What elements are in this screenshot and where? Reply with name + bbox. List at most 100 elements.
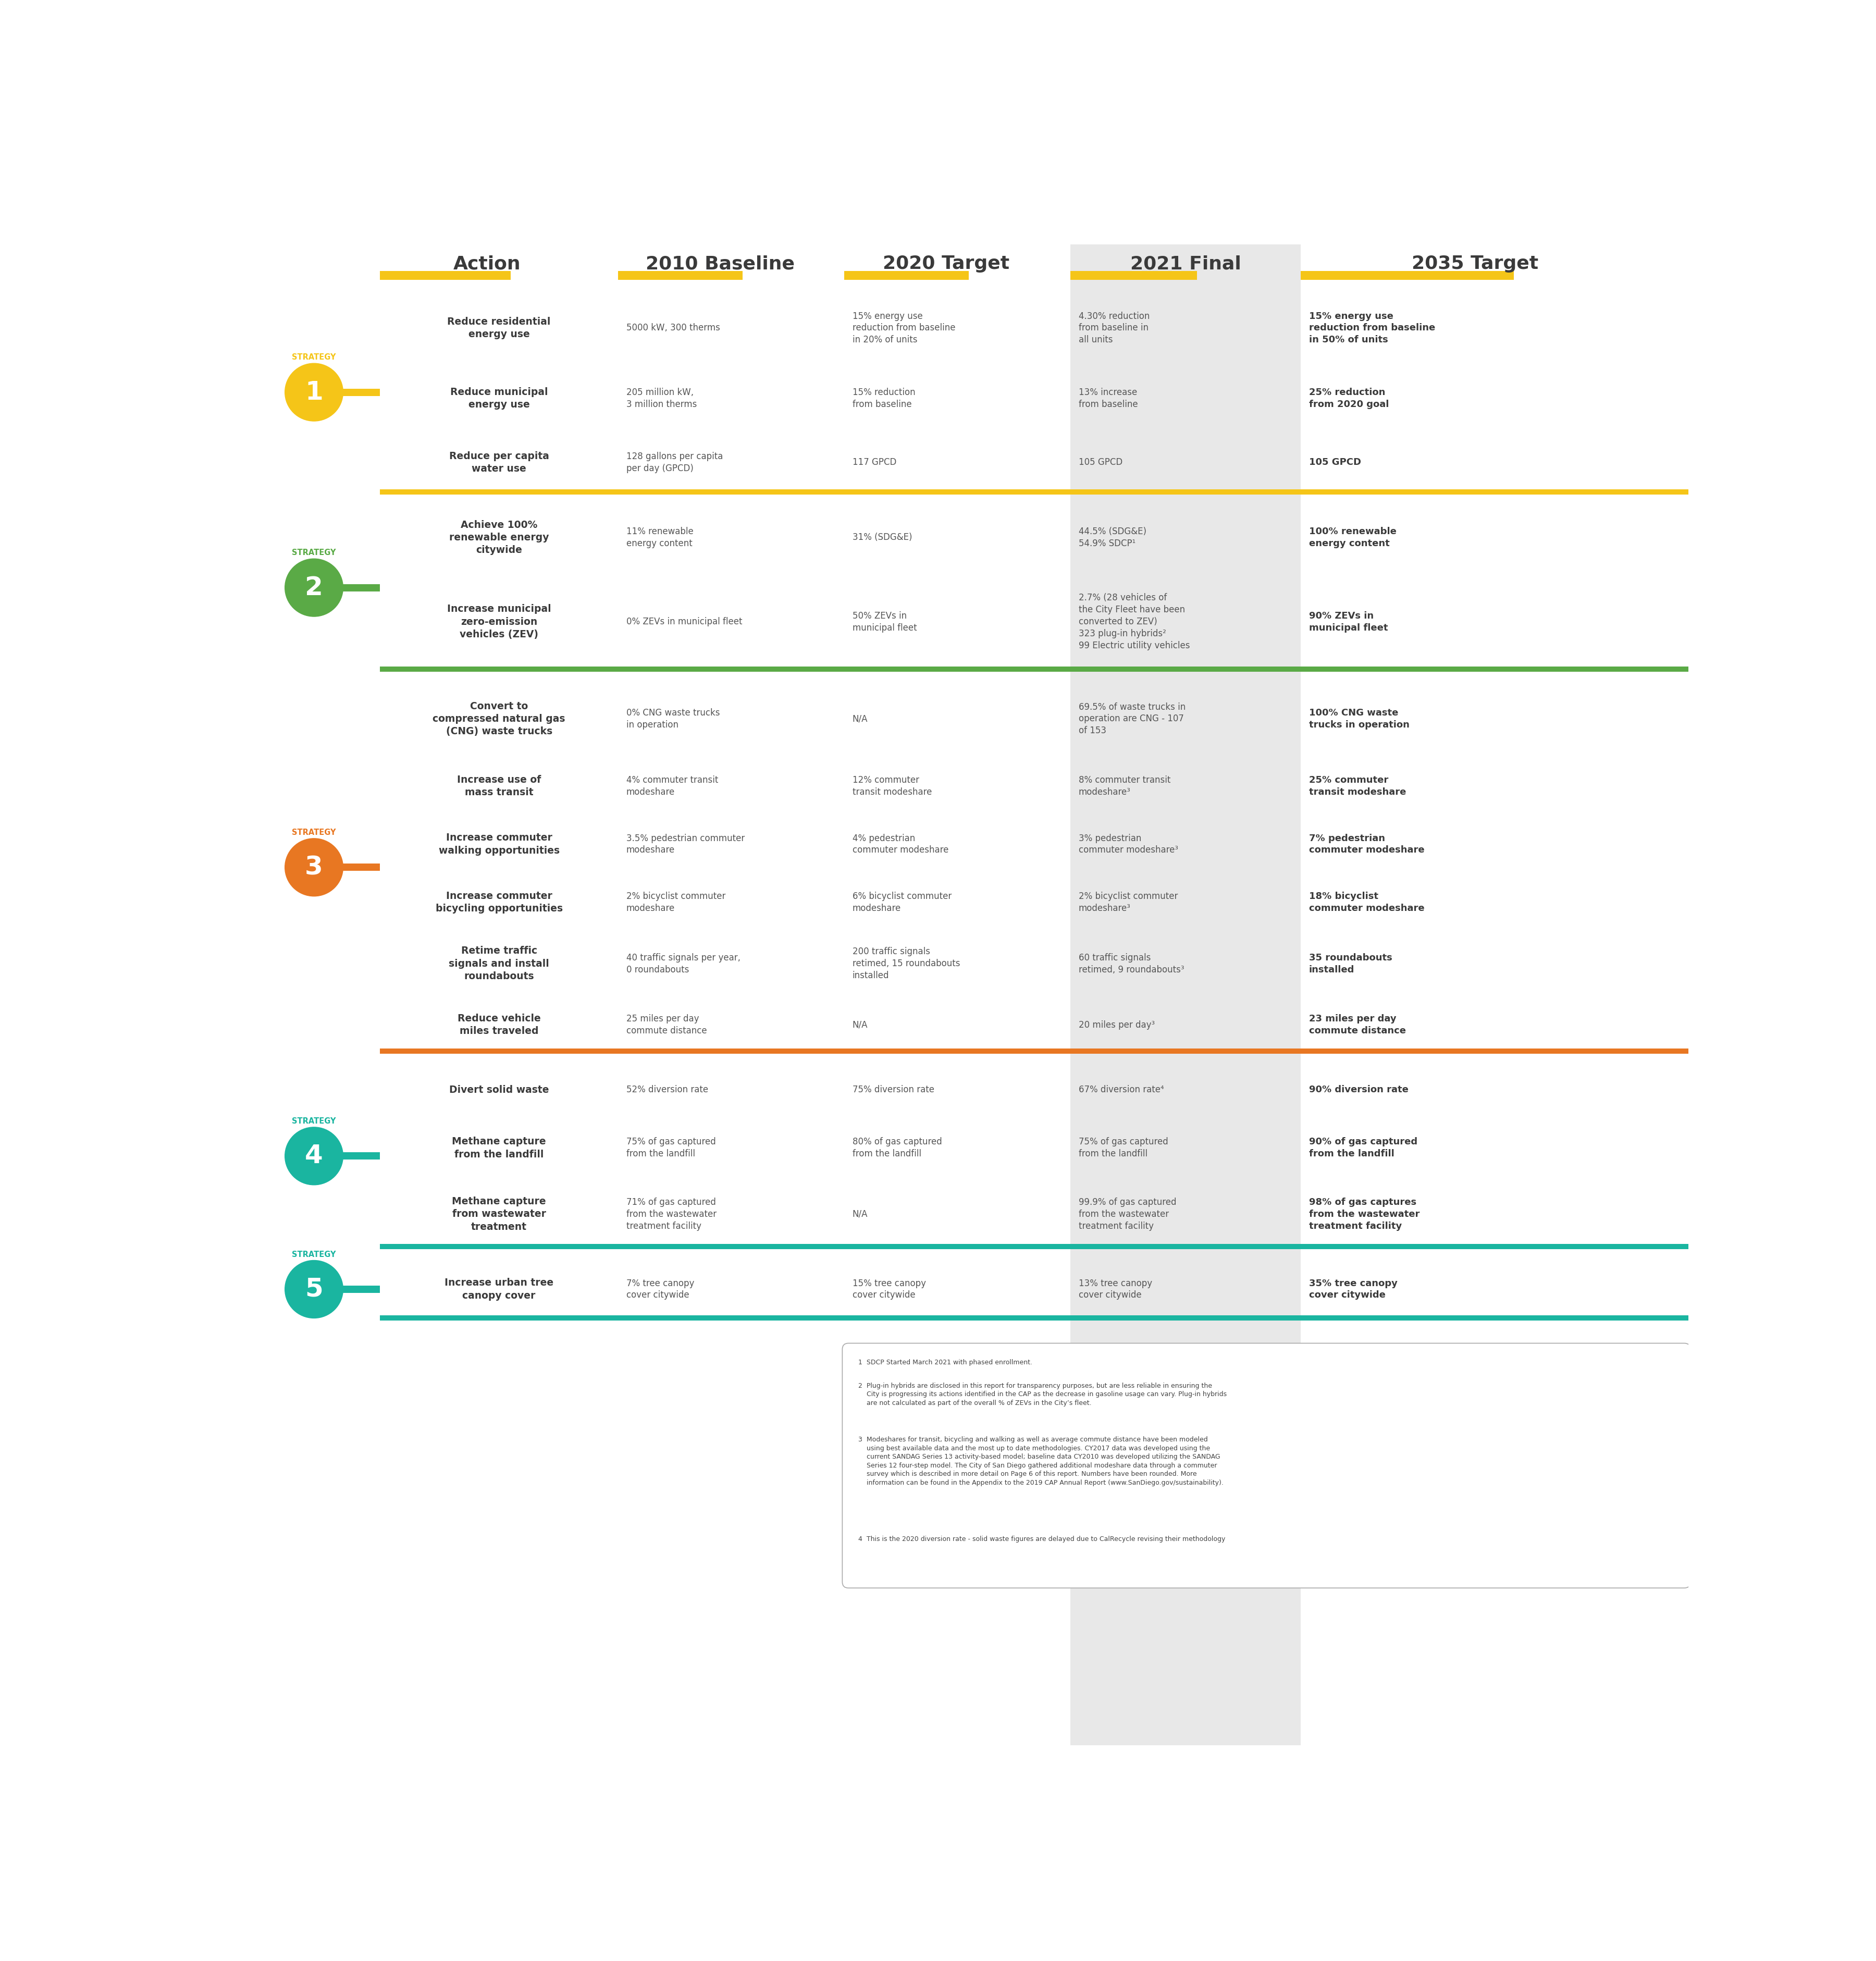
Text: 105 GPCD: 105 GPCD [1309,457,1360,467]
Text: 25% reduction
from 2020 goal: 25% reduction from 2020 goal [1309,388,1388,410]
Text: 75% of gas captured
from the landfill: 75% of gas captured from the landfill [627,1137,717,1159]
Text: 2035 Target: 2035 Target [1413,255,1538,273]
Text: STRATEGY: STRATEGY [293,1118,336,1126]
Text: 80% of gas captured
from the landfill: 80% of gas captured from the landfill [852,1137,942,1159]
Text: Achieve 100%
renewable energy
citywide: Achieve 100% renewable energy citywide [448,520,550,555]
Text: 44.5% (SDG&E)
54.9% SDCP¹: 44.5% (SDG&E) 54.9% SDCP¹ [1079,528,1146,549]
Text: 40 traffic signals per year,
0 roundabouts: 40 traffic signals per year, 0 roundabou… [627,953,741,975]
Text: 67% diversion rate⁴: 67% diversion rate⁴ [1079,1084,1163,1094]
Bar [379,1049,1688,1053]
Text: 11% renewable
energy content: 11% renewable energy content [627,528,694,549]
Text: 71% of gas captured
from the wastewater
treatment facility: 71% of gas captured from the wastewater … [627,1198,717,1232]
Text: 60 traffic signals
retimed, 9 roundabouts³: 60 traffic signals retimed, 9 roundabout… [1079,953,1184,975]
Text: 13% tree canopy
cover citywide: 13% tree canopy cover citywide [1079,1279,1152,1300]
Text: 15% energy use
reduction from baseline
in 20% of units: 15% energy use reduction from baseline i… [852,312,955,345]
Text: 3  Modeshares for transit, bicycling and walking as well as average commute dist: 3 Modeshares for transit, bicycling and … [859,1435,1223,1486]
Text: 99.9% of gas captured
from the wastewater
treatment facility: 99.9% of gas captured from the wastewate… [1079,1198,1176,1232]
Bar [343,584,379,592]
Circle shape [285,1261,343,1318]
Text: STRATEGY: STRATEGY [293,830,336,837]
Text: Methane capture
from wastewater
treatment: Methane capture from wastewater treatmen… [452,1196,546,1232]
Text: 7% tree canopy
cover citywide: 7% tree canopy cover citywide [627,1279,694,1300]
Text: 105 GPCD: 105 GPCD [1079,457,1122,467]
Text: 2021 Final: 2021 Final [1129,255,1242,273]
Text: 69.5% of waste trucks in
operation are CNG - 107
of 153: 69.5% of waste trucks in operation are C… [1079,702,1186,735]
Text: 25% commuter
transit modeshare: 25% commuter transit modeshare [1309,775,1405,796]
Text: 50% ZEVs in
municipal fleet: 50% ZEVs in municipal fleet [852,612,917,631]
Bar [379,271,510,280]
Bar [379,667,1688,673]
Text: 75% of gas captured
from the landfill: 75% of gas captured from the landfill [1079,1137,1169,1159]
Bar [379,490,1688,494]
Text: 2010 Baseline: 2010 Baseline [645,255,794,273]
Text: 15% reduction
from baseline: 15% reduction from baseline [852,388,915,410]
Text: 90% ZEVs in
municipal fleet: 90% ZEVs in municipal fleet [1309,612,1388,631]
Text: Action: Action [454,255,522,273]
Text: 4% pedestrian
commuter modeshare: 4% pedestrian commuter modeshare [852,833,949,855]
Text: 3.5% pedestrian commuter
modeshare: 3.5% pedestrian commuter modeshare [627,833,745,855]
Text: 4% commuter transit
modeshare: 4% commuter transit modeshare [627,775,719,796]
Bar [343,388,379,396]
Text: 12% commuter
transit modeshare: 12% commuter transit modeshare [852,775,932,796]
Text: 100% CNG waste
trucks in operation: 100% CNG waste trucks in operation [1309,708,1409,729]
Text: Increase use of
mass transit: Increase use of mass transit [458,775,540,798]
Text: N/A: N/A [852,1210,869,1220]
FancyBboxPatch shape [842,1343,1690,1588]
Text: 205 million kW,
3 million therms: 205 million kW, 3 million therms [627,388,696,410]
Text: 3% pedestrian
commuter modeshare³: 3% pedestrian commuter modeshare³ [1079,833,1178,855]
Bar [343,863,379,871]
Text: Reduce per capita
water use: Reduce per capita water use [448,451,550,475]
Text: 1  SDCP Started March 2021 with phased enrollment.: 1 SDCP Started March 2021 with phased en… [859,1359,1032,1367]
Text: 1: 1 [306,380,323,404]
Text: 4  This is the 2020 diversion rate - solid waste figures are delayed due to CalR: 4 This is the 2020 diversion rate - soli… [859,1535,1225,1543]
Text: Increase commuter
bicycling opportunities: Increase commuter bicycling opportunitie… [435,890,563,914]
Text: STRATEGY: STRATEGY [293,549,336,557]
Text: 20 miles per day³: 20 miles per day³ [1079,1020,1156,1030]
Text: STRATEGY: STRATEGY [293,1251,336,1259]
Text: Convert to
compressed natural gas
(CNG) waste trucks: Convert to compressed natural gas (CNG) … [433,702,565,737]
Text: 35% tree canopy
cover citywide: 35% tree canopy cover citywide [1309,1279,1398,1300]
Text: 128 gallons per capita
per day (GPCD): 128 gallons per capita per day (GPCD) [627,451,722,473]
Text: N/A: N/A [852,714,869,724]
Text: 117 GPCD: 117 GPCD [852,457,897,467]
Text: 2.7% (28 vehicles of
the City Fleet have been
converted to ZEV)
323 plug-in hybr: 2.7% (28 vehicles of the City Fleet have… [1079,592,1189,651]
Text: 100% renewable
energy content: 100% renewable energy content [1309,528,1396,549]
Text: Reduce residential
energy use: Reduce residential energy use [446,318,552,339]
Bar [1300,271,1514,280]
Text: 0% CNG waste trucks
in operation: 0% CNG waste trucks in operation [627,708,720,729]
Text: 13% increase
from baseline: 13% increase from baseline [1079,388,1137,410]
Text: 90% of gas captured
from the landfill: 90% of gas captured from the landfill [1309,1137,1416,1159]
Text: 2  Plug-in hybrids are disclosed in this report for transparency purposes, but a: 2 Plug-in hybrids are disclosed in this … [859,1383,1227,1406]
Text: 5000 kW, 300 therms: 5000 kW, 300 therms [627,324,720,333]
Text: 18% bicyclist
commuter modeshare: 18% bicyclist commuter modeshare [1309,892,1424,914]
Text: 6% bicyclist commuter
modeshare: 6% bicyclist commuter modeshare [852,892,951,914]
Text: 5: 5 [306,1277,323,1302]
Bar [844,271,968,280]
Text: Methane capture
from the landfill: Methane capture from the landfill [452,1137,546,1159]
Text: 4: 4 [306,1143,323,1169]
Bar [1071,271,1197,280]
Text: 23 miles per day
commute distance: 23 miles per day commute distance [1309,1014,1405,1035]
Text: 8% commuter transit
modeshare³: 8% commuter transit modeshare³ [1079,775,1171,796]
Text: Divert solid waste: Divert solid waste [448,1084,550,1094]
Text: 75% diversion rate: 75% diversion rate [852,1084,934,1094]
Bar [379,1316,1688,1320]
Text: 35 roundabouts
installed: 35 roundabouts installed [1309,953,1392,975]
Text: 4.30% reduction
from baseline in
all units: 4.30% reduction from baseline in all uni… [1079,312,1150,345]
Text: Retime traffic
signals and install
roundabouts: Retime traffic signals and install round… [448,945,550,980]
Circle shape [285,839,343,896]
Text: 3: 3 [306,855,323,880]
Text: 15% tree canopy
cover citywide: 15% tree canopy cover citywide [852,1279,927,1300]
Bar [379,1243,1688,1249]
Text: STRATEGY: STRATEGY [293,353,336,361]
Text: Increase municipal
zero-emission
vehicles (ZEV): Increase municipal zero-emission vehicle… [446,604,552,639]
Text: 7% pedestrian
commuter modeshare: 7% pedestrian commuter modeshare [1309,833,1424,855]
Circle shape [285,559,343,616]
Text: 200 traffic signals
retimed, 15 roundabouts
installed: 200 traffic signals retimed, 15 roundabo… [852,947,961,980]
Text: 2% bicyclist commuter
modeshare³: 2% bicyclist commuter modeshare³ [1079,892,1178,914]
Text: Reduce municipal
energy use: Reduce municipal energy use [450,386,548,410]
Text: 2% bicyclist commuter
modeshare: 2% bicyclist commuter modeshare [627,892,726,914]
Text: 0% ZEVs in municipal fleet: 0% ZEVs in municipal fleet [627,618,743,626]
Bar [343,1153,379,1159]
Bar [343,1286,379,1292]
